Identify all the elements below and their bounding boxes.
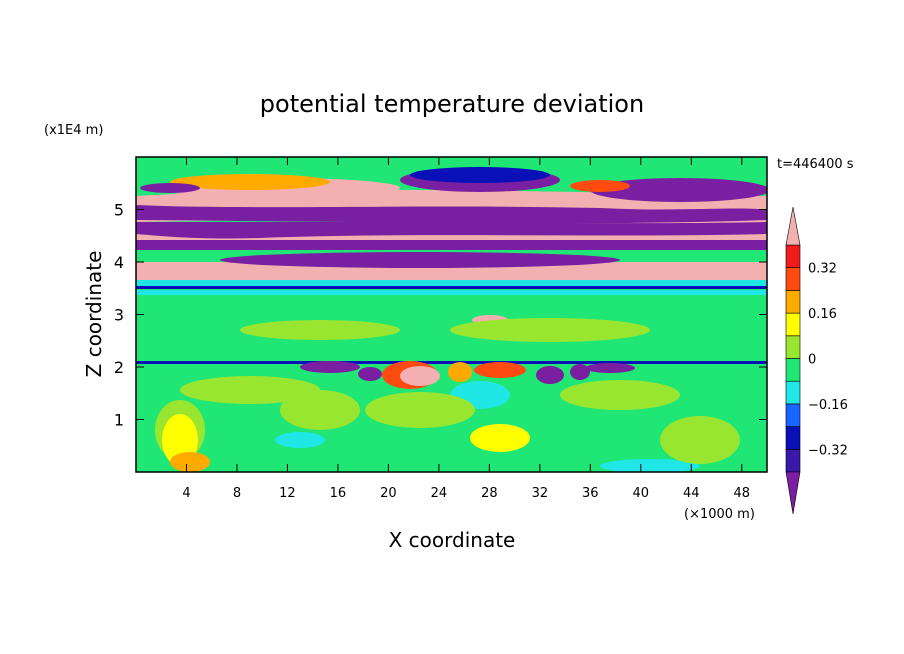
contour-band bbox=[136, 240, 767, 250]
colorbar-label: −0.16 bbox=[808, 398, 848, 413]
colorbar-top-arrow bbox=[785, 206, 801, 246]
colorbar-bottom-arrow bbox=[785, 471, 801, 515]
contour-band bbox=[136, 290, 767, 295]
contour-region bbox=[474, 362, 526, 378]
x-axis-label: X coordinate bbox=[389, 528, 516, 552]
colorbar-segment bbox=[785, 290, 801, 314]
contour-region bbox=[240, 320, 400, 340]
x-axis: 4 8 12 16 20 24 28 32 36 40 44 48 bbox=[182, 157, 750, 501]
x-tick-label: 8 bbox=[233, 486, 241, 501]
x-unit-label: (×1000 m) bbox=[684, 507, 755, 522]
colorbar-label: 0.16 bbox=[808, 307, 837, 322]
x-tick-label: 28 bbox=[481, 486, 498, 501]
contour-region bbox=[365, 392, 475, 428]
y-unit-label: (x1E4 m) bbox=[44, 123, 103, 138]
contour-region bbox=[600, 459, 700, 472]
x-tick-label: 16 bbox=[330, 486, 347, 501]
colorbar-segment bbox=[785, 267, 801, 291]
x-tick-label: 36 bbox=[582, 486, 599, 501]
x-tick-label: 40 bbox=[633, 486, 650, 501]
colorbar-segment bbox=[785, 335, 801, 359]
colorbar-label: 0 bbox=[808, 353, 816, 368]
colorbar: 0.32 0.16 0 −0.16 −0.32 bbox=[785, 206, 848, 515]
y-tick-label: 3 bbox=[114, 306, 124, 325]
contour-region bbox=[400, 366, 440, 386]
x-tick-label: 20 bbox=[380, 486, 397, 501]
colorbar-segment bbox=[785, 403, 801, 427]
contour-region bbox=[280, 390, 360, 430]
contour-band bbox=[136, 286, 767, 289]
colorbar-segment bbox=[785, 380, 801, 405]
contour-region bbox=[275, 432, 325, 448]
contour-region bbox=[585, 363, 635, 373]
x-tick-label: 24 bbox=[431, 486, 448, 501]
y-tick-label: 4 bbox=[114, 253, 124, 272]
contour-region bbox=[170, 452, 210, 472]
contour-region bbox=[448, 362, 472, 382]
x-tick-label: 44 bbox=[683, 486, 700, 501]
colorbar-segment bbox=[785, 358, 801, 382]
contour-region bbox=[660, 416, 740, 464]
contour-region bbox=[136, 205, 767, 224]
y-tick-label: 5 bbox=[114, 201, 124, 220]
x-tick-label: 48 bbox=[733, 486, 750, 501]
contour-region bbox=[358, 367, 382, 381]
contour-region bbox=[450, 318, 650, 342]
colorbar-segment bbox=[785, 448, 801, 473]
contour-region bbox=[570, 180, 630, 192]
colorbar-segment bbox=[785, 244, 801, 269]
contour-band bbox=[136, 361, 767, 364]
contour-band bbox=[136, 280, 767, 286]
colorbar-segment bbox=[785, 312, 801, 337]
colorbar-label: −0.32 bbox=[808, 443, 848, 458]
chart-title: potential temperature deviation bbox=[260, 90, 644, 118]
time-label: t=446400 s bbox=[777, 157, 854, 172]
x-tick-label: 12 bbox=[279, 486, 296, 501]
contour-field bbox=[136, 157, 767, 472]
contour-region bbox=[170, 174, 330, 190]
contour-band bbox=[136, 262, 767, 280]
y-tick-label: 2 bbox=[114, 358, 124, 377]
contour-region bbox=[136, 222, 767, 239]
contour-region bbox=[590, 178, 767, 202]
contour-region bbox=[140, 183, 200, 193]
y-axis-label: Z coordinate bbox=[82, 251, 106, 378]
x-tick-label: 4 bbox=[182, 486, 190, 501]
contour-region bbox=[560, 380, 680, 410]
y-tick-label: 1 bbox=[114, 411, 124, 430]
colorbar-label: 0.32 bbox=[808, 262, 837, 277]
colorbar-segment bbox=[785, 426, 801, 450]
contour-region bbox=[410, 167, 550, 183]
contour-region bbox=[220, 252, 620, 268]
contour-region bbox=[300, 361, 360, 373]
contour-region bbox=[180, 376, 320, 404]
y-axis: 1 2 3 4 5 bbox=[114, 201, 767, 430]
x-tick-label: 32 bbox=[532, 486, 549, 501]
contour-region bbox=[470, 424, 530, 452]
contour-region bbox=[536, 366, 564, 384]
